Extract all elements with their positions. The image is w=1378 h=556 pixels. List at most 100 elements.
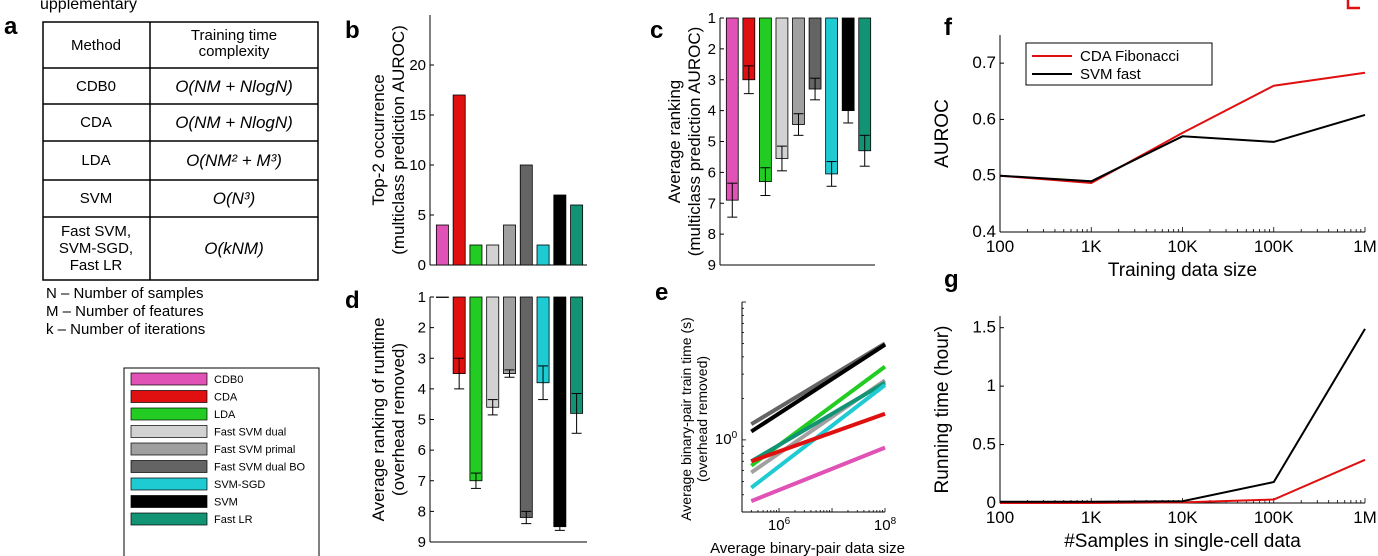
y-tick-label: 10 [409, 157, 426, 174]
complexity-table: Method Training time complexity CDB0 O(NM + … [42, 21, 319, 281]
legend-swatch [130, 407, 208, 421]
x-tick-label: 1M [1353, 237, 1377, 256]
legend-label: SVM-SGD [214, 479, 265, 491]
y-tick-label: 0.5 [972, 435, 996, 454]
x-tick-label: 100 [986, 237, 1014, 256]
panel-b-letter: b [345, 17, 360, 44]
y-tick-label: 9 [418, 534, 426, 551]
notation-note: k – Number of iterations [46, 321, 205, 338]
y-tick-label: 1 [708, 10, 716, 27]
legend-label: Fast SVM dual BO [214, 462, 306, 474]
series-line [999, 71, 1366, 185]
y-tick-label: 15 [409, 107, 426, 124]
y-tick-label: 1 [987, 376, 996, 395]
legend-label: LDA [214, 409, 236, 421]
bar [519, 296, 533, 518]
x-tick-label: 106 [768, 516, 791, 534]
notation-note: M – Number of features [46, 303, 204, 320]
x-tick-label: 108 [874, 516, 897, 534]
x-tick-label: 10K [1167, 508, 1198, 527]
chart-g: 100 1K 10K 100K 1M 0 0.5 1 1.5 #Samples in single… [932, 316, 1377, 552]
panel-a-letter: a [4, 13, 18, 40]
legend-label: CDA Fibonacci [1080, 48, 1179, 65]
legend-swatch [130, 372, 208, 386]
x-tick-label: 1K [1081, 508, 1102, 527]
y-tick-label: 8 [708, 226, 716, 243]
series-line [750, 411, 886, 464]
x-axis-label: Average binary-pair data size [710, 540, 905, 556]
y-tick-label: 0.5 [972, 166, 996, 185]
legend-label: SVM [214, 497, 238, 509]
legend-swatch [130, 390, 208, 403]
bar [486, 296, 500, 408]
y-tick-label: 0 [987, 493, 996, 512]
y-tick-label: 4 [708, 103, 716, 120]
table-header-method: Method [71, 37, 121, 54]
bar [503, 224, 516, 266]
legend-swatch [130, 512, 208, 526]
y-tick-label: 5 [418, 207, 426, 224]
chart-e: 106 108 100 Average binary-pair data size Av… [678, 301, 905, 556]
series-line [750, 445, 886, 503]
series-line [1000, 458, 1366, 504]
x-tick-label: 100K [1254, 508, 1294, 527]
y-tick-label: 5 [418, 412, 426, 429]
bar [452, 94, 466, 266]
y-axis-label: Average ranking of runtime(overhead remo… [369, 318, 408, 522]
x-tick-label: 1M [1353, 508, 1377, 527]
y-tick-label: 8 [418, 503, 426, 520]
notation-note: N – Number of samples [46, 285, 204, 302]
legend-label: Fast SVM dual [214, 427, 286, 439]
panel-c-letter: c [650, 17, 663, 44]
y-tick-label: 3 [708, 72, 716, 89]
x-axis-label: #Samples in single-cell data [1064, 531, 1301, 552]
method-legend: CDB0 CDA LDA Fast SVM dual Fast SVM primal Fa… [123, 367, 320, 556]
table-cell-method: LDA [81, 152, 110, 169]
header-fragment: upplementary [40, 0, 137, 13]
bar [435, 224, 449, 266]
chart-d: 1 2 3 4 5 6 7 8 9 Average ranking of runtime(over… [369, 289, 587, 551]
bar [858, 17, 872, 152]
y-tick-label: 2 [418, 320, 426, 337]
y-tick-label: 20 [409, 57, 426, 74]
legend-label: Fast LR [214, 514, 253, 526]
table-cell-complexity: O(kNM) [204, 239, 263, 258]
y-tick-label: 1.5 [972, 318, 996, 337]
bar [469, 296, 483, 482]
y-tick-label: 5 [708, 134, 716, 151]
corner-mark [1346, 0, 1360, 10]
y-tick-label: 9 [708, 257, 716, 274]
x-axis-label: Training data size [1108, 260, 1257, 281]
y-tick-label: 3 [418, 350, 426, 367]
y-axis-label: Average ranking(multiclass prediction AU… [665, 27, 704, 257]
y-axis-label: Running time (hour) [932, 326, 953, 494]
table-cell-method: CDB0 [76, 78, 116, 95]
bar [503, 296, 516, 374]
y-axis-label: Average binary-pair train time (s)(overh… [678, 317, 710, 521]
bar [775, 17, 789, 159]
legend-swatch [130, 425, 208, 438]
table-cell-complexity: O(NM + NlogN) [175, 113, 293, 132]
table-cell-complexity: O(N³) [213, 189, 255, 208]
y-tick-label: 6 [418, 442, 426, 459]
legend-swatch [130, 460, 208, 473]
legend-label: Fast SVM primal [214, 444, 295, 456]
y-tick-label: 0 [418, 257, 426, 274]
bar [792, 17, 805, 125]
legend-swatch [130, 477, 208, 491]
y-tick-label: 100 [715, 430, 738, 448]
table-cell-method: SVM [80, 190, 113, 207]
y-tick-label: 7 [418, 473, 426, 490]
bar [553, 194, 567, 266]
bar [725, 17, 739, 201]
bar [570, 204, 584, 266]
chart-legend [1025, 42, 1213, 86]
legend-label: SVM fast [1080, 66, 1142, 83]
legend-swatch [130, 495, 208, 508]
bar [435, 296, 449, 298]
y-axis-label: AUROC [932, 99, 953, 168]
legend-label: CDA [214, 392, 238, 404]
